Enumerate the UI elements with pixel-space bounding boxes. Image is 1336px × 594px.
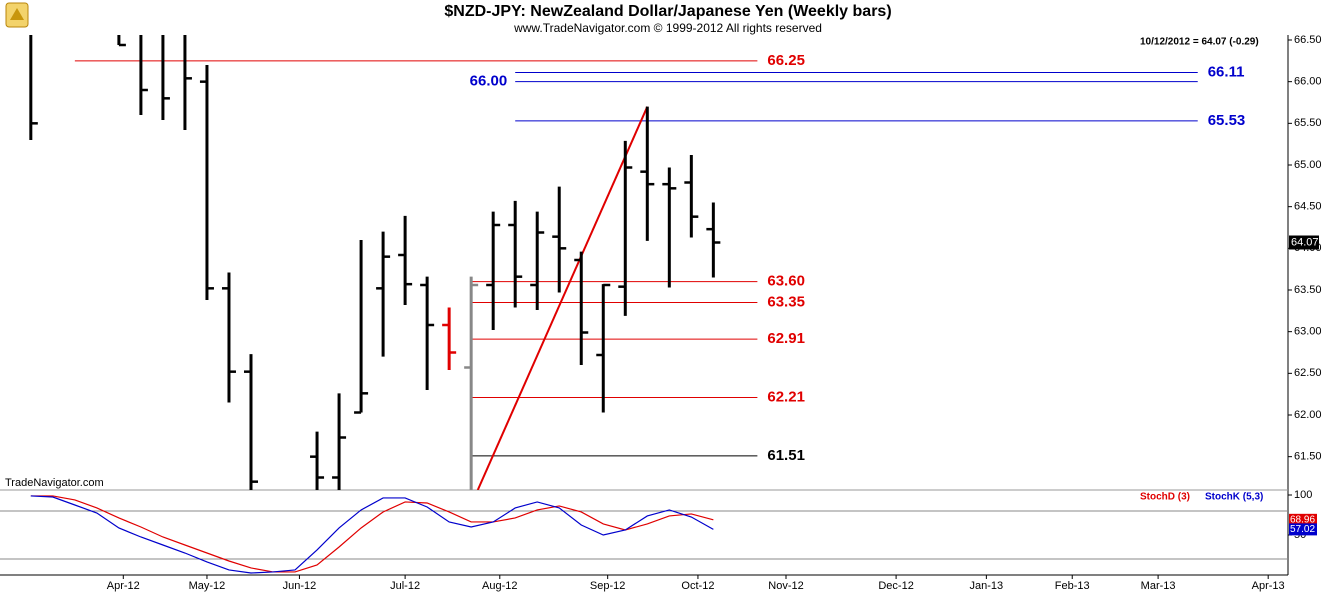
y-tick-label: 63.50 [1294, 284, 1322, 296]
last-value-box [1289, 523, 1317, 536]
last-price-info: 10/12/2012 = 64.07 (-0.29) [1140, 37, 1259, 48]
y-tick-label: 65.00 [1294, 159, 1322, 171]
y-tick-label: 64.50 [1294, 201, 1322, 213]
x-tick-label: Oct-12 [681, 580, 714, 592]
y-tick-label: 63.00 [1294, 326, 1322, 338]
y-tick-label: 61.50 [1294, 451, 1322, 463]
stoch-line [30, 495, 714, 574]
last-value-label: 68.96 [1290, 514, 1315, 525]
y-tick-label: 66.00 [1294, 76, 1322, 88]
level-label: 61.51 [767, 447, 805, 464]
last-value-box [1289, 513, 1317, 526]
y-tick-label: 62.50 [1294, 367, 1322, 379]
x-tick-label: Mar-13 [1141, 580, 1176, 592]
axes: 61.5062.0062.5063.0063.5064.0064.5065.00… [107, 34, 1322, 592]
x-tick-label: May-12 [189, 580, 226, 592]
x-tick-label: Dec-12 [878, 580, 913, 592]
y-tick-label: 100 [1294, 489, 1312, 501]
level-label: 62.21 [767, 388, 805, 405]
last-price-label: 64.07 [1291, 236, 1319, 248]
x-tick-label: Nov-12 [768, 580, 803, 592]
y-tick-label: 65.50 [1294, 117, 1322, 129]
x-tick-label: Feb-13 [1055, 580, 1090, 592]
brand: TradeNavigator.com [5, 477, 104, 489]
stoch-line [30, 495, 714, 573]
chart-subtitle: www.TradeNavigator.com © 1999-2012 All r… [513, 21, 822, 35]
logo [5, 2, 29, 28]
last-price-box [1289, 235, 1319, 250]
price-plot [29, 35, 1198, 490]
legend-entry: StochK (5,3) [1205, 492, 1263, 503]
legend-entry: StochD (3) [1140, 492, 1190, 503]
x-tick-label: Jun-12 [283, 580, 317, 592]
level-label: 62.91 [767, 330, 805, 347]
x-tick-label: Aug-12 [482, 580, 517, 592]
level-label: 66.00 [470, 73, 508, 90]
last-value-label: 57.02 [1290, 524, 1315, 535]
level-label: 65.53 [1208, 112, 1246, 129]
level-label: 63.35 [767, 293, 805, 310]
level-label: 66.11 [1208, 63, 1245, 80]
x-tick-label: Apr-13 [1252, 580, 1285, 592]
x-tick-label: Jan-13 [970, 580, 1004, 592]
stoch-plot [0, 495, 1288, 574]
y-tick-label: 66.50 [1294, 34, 1322, 46]
level-label: 66.25 [767, 52, 805, 69]
y-tick-label: 62.00 [1294, 409, 1322, 421]
level-label: 63.60 [767, 273, 805, 290]
x-tick-label: Sep-12 [590, 580, 625, 592]
x-tick-label: Jul-12 [390, 580, 420, 592]
x-tick-label: Apr-12 [107, 580, 140, 592]
chart-title: $NZD-JPY: NewZealand Dollar/Japanese Yen… [444, 3, 891, 20]
trend-line [476, 106, 649, 490]
